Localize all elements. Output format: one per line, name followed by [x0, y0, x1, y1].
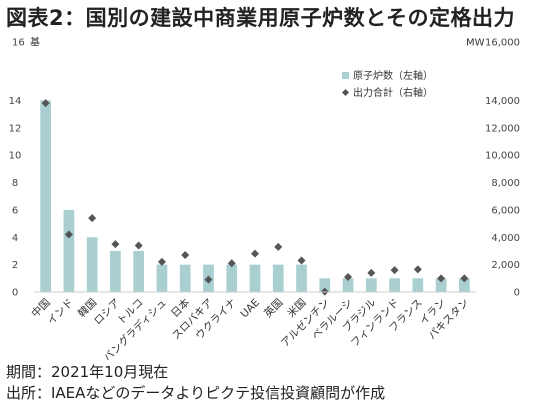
right-tick-label: 2,000 — [491, 260, 520, 271]
marker — [390, 266, 399, 275]
marker — [367, 268, 376, 277]
bar — [272, 264, 284, 293]
bar — [296, 264, 307, 293]
bar — [110, 250, 121, 292]
bar — [156, 264, 168, 293]
category-label: UAE — [238, 297, 262, 321]
left-tick-label: 2 — [12, 260, 18, 271]
marker — [344, 272, 353, 281]
right-tick-label: 10,000 — [485, 151, 520, 162]
bar — [342, 278, 354, 292]
legend: 原子炉数（左軸） 出力合計（右軸） — [342, 69, 433, 99]
marker — [274, 242, 283, 251]
category-label: インド — [45, 297, 76, 328]
bar — [133, 250, 145, 292]
marker — [181, 251, 190, 260]
marker — [88, 214, 97, 223]
bar — [389, 278, 400, 292]
footer-period: 期間：2021年10月現在 — [6, 363, 169, 381]
bar — [459, 278, 470, 292]
bar — [435, 278, 447, 292]
marker — [111, 240, 120, 249]
marker — [227, 259, 236, 268]
marker — [204, 275, 213, 284]
marker — [251, 249, 259, 258]
marker — [134, 241, 143, 250]
right-tick-label: 6,000 — [491, 205, 520, 216]
marker — [157, 257, 166, 266]
bar — [319, 278, 331, 292]
bar — [412, 278, 424, 292]
bar — [365, 278, 377, 292]
left-tick-label: 6 — [12, 205, 18, 216]
marker — [297, 256, 306, 265]
chart-title: 図表2：国別の建設中商業用原子炉数とその定格出力 — [6, 6, 515, 30]
marker — [437, 274, 446, 283]
legend-marker-swatch — [342, 89, 349, 96]
left-tick-label: 12 — [9, 123, 22, 134]
left-axis-unit: 基 — [30, 36, 40, 49]
category-label: 英国 — [261, 296, 285, 320]
bar — [63, 209, 75, 293]
legend-marker-label: 出力合計（右軸） — [353, 86, 433, 99]
bar — [86, 237, 98, 292]
left-tick-label: 0 — [12, 288, 18, 299]
bar — [249, 264, 261, 293]
left-tick-label: 16 — [12, 38, 25, 49]
bar — [40, 100, 51, 293]
footer-source: 出所：IAEAなどのデータよりピクテ投信投資顧問が作成 — [6, 384, 386, 402]
chart-area: 0 2 4 6 8 10 12 14 16 基 0 2,000 4,000 6,000 8,000 10,0… — [9, 36, 520, 361]
left-tick-label: 8 — [12, 178, 18, 189]
right-tick-label: 16,000 — [485, 38, 520, 49]
marker — [41, 99, 50, 108]
right-tick-label: 4,000 — [491, 233, 520, 244]
right-axis: 0 2,000 4,000 6,000 8,000 10,000 12,000 14,000 M… — [466, 38, 520, 299]
left-tick-label: 10 — [9, 151, 22, 162]
legend-bar-label: 原子炉数（左軸） — [353, 69, 433, 82]
bar — [179, 264, 191, 293]
marker — [64, 230, 73, 239]
marker — [413, 265, 422, 274]
left-tick-label: 4 — [12, 233, 18, 244]
legend-bar-swatch — [342, 72, 349, 79]
left-tick-label: 14 — [9, 96, 22, 107]
bar — [226, 264, 238, 293]
right-axis-unit: MW — [466, 38, 485, 49]
bar-series — [40, 100, 470, 293]
marker-series — [41, 99, 469, 296]
right-tick-label: 8,000 — [491, 178, 520, 189]
right-tick-label: 12,000 — [485, 123, 520, 134]
marker — [460, 274, 469, 283]
left-axis: 0 2 4 6 8 10 12 14 16 基 — [9, 36, 40, 299]
right-tick-label: 0 — [514, 288, 520, 299]
right-tick-label: 14,000 — [485, 96, 520, 107]
